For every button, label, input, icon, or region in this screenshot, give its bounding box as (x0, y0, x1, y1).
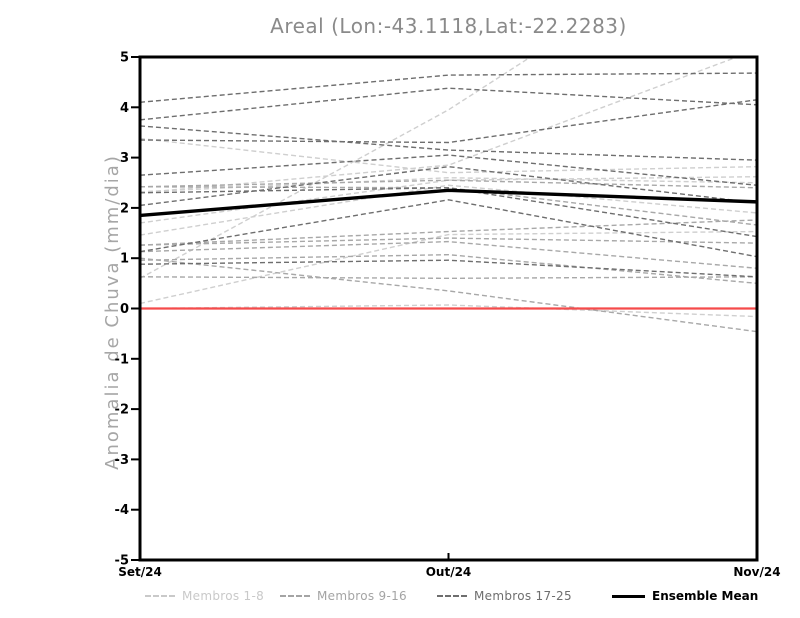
member-line (140, 230, 757, 305)
chart-legend: Membros 1-8 Membros 9-16 Membros 17-25 E… (0, 588, 800, 606)
legend-item-membros-1-8: Membros 1-8 (145, 588, 264, 604)
legend-label: Membros 9-16 (317, 589, 407, 603)
legend-item-membros-9-16: Membros 9-16 (280, 588, 407, 604)
member-line (140, 187, 757, 238)
member-line (140, 253, 757, 285)
member-line (140, 219, 757, 246)
member-line (140, 184, 757, 236)
member-line (140, 72, 757, 103)
member-line (140, 99, 757, 144)
legend-label: Membros 1-8 (182, 589, 265, 603)
y-tick-label: 5 (120, 51, 129, 66)
dashed-line-swatch-icon (145, 595, 175, 597)
member-line (140, 237, 757, 246)
y-tick-label: -4 (115, 503, 129, 518)
y-tick-label: 1 (120, 252, 129, 267)
member-line (140, 179, 757, 189)
y-tick-label: 0 (120, 302, 129, 317)
y-tick-label: -1 (115, 352, 129, 367)
member-line (140, 137, 757, 174)
member-line (140, 259, 757, 278)
y-tick-label: -2 (115, 403, 129, 418)
member-line (140, 154, 757, 186)
member-line (140, 177, 757, 193)
member-line (140, 240, 757, 269)
x-tick-label: Nov/24 (733, 565, 780, 579)
x-tick-label: Out/24 (426, 565, 472, 579)
legend-label: Ensemble Mean (652, 589, 759, 603)
y-tick-label: 3 (120, 151, 129, 166)
member-line (140, 57, 739, 194)
y-tick-label: -3 (115, 453, 129, 468)
chart-title: Areal (Lon:-43.1118,Lat:-22.2283) (270, 14, 627, 38)
legend-label: Membros 17-25 (474, 589, 572, 603)
y-tick-label: -5 (115, 554, 129, 569)
legend-item-ensemble-mean: Ensemble Mean (612, 588, 758, 604)
member-line (140, 87, 757, 121)
y-tick-label: 2 (120, 201, 129, 216)
y-tick-label: 4 (120, 101, 129, 116)
member-line (140, 199, 757, 258)
member-line (140, 57, 532, 279)
member-line (140, 276, 757, 280)
ensemble-mean-line (140, 188, 757, 218)
dashed-line-swatch-icon (280, 595, 310, 597)
legend-item-membros-17-25: Membros 17-25 (437, 588, 572, 604)
member-line (140, 257, 757, 333)
member-line (140, 125, 757, 161)
solid-line-swatch-icon (612, 594, 645, 598)
dashed-line-swatch-icon (437, 595, 467, 597)
x-tick-label: Set/24 (118, 565, 162, 579)
member-line (140, 304, 757, 318)
